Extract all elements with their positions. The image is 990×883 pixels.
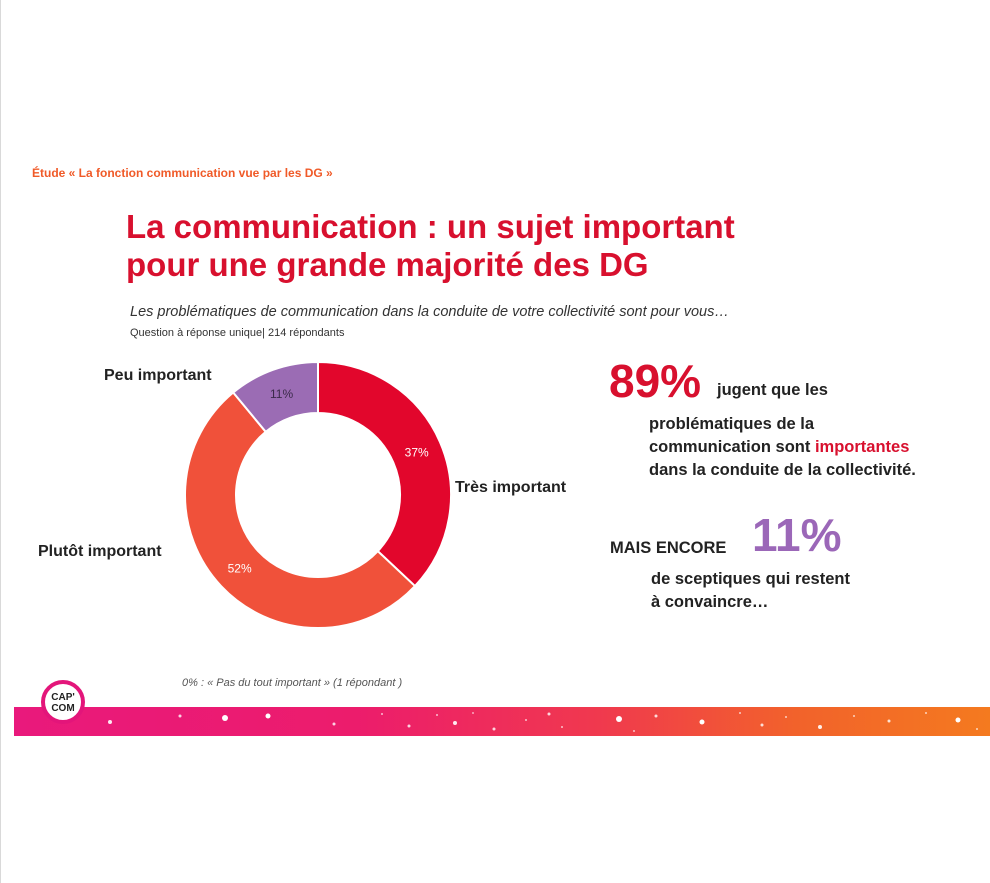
kpi-11-percent: 11%: [752, 509, 842, 561]
kpi1-line-3-start: communication sont: [649, 438, 815, 456]
study-eyebrow: Étude « La fonction communication vue pa…: [32, 166, 333, 180]
kpi1-text: problématiques de la communication sont …: [649, 413, 916, 482]
footer-gradient-band: [14, 707, 990, 736]
chart-footnote: 0% : « Pas du tout important » (1 répond…: [182, 677, 403, 689]
kpi2-line-2: à convaincre…: [651, 593, 769, 611]
donut-slice-0: [317, 360, 452, 588]
donut-value-label-1: 52%: [228, 562, 252, 576]
respondents-note: Question à réponse unique| 214 répondant…: [130, 327, 345, 339]
page-title: La communication : un sujet important po…: [126, 208, 735, 284]
kpi2-text: de sceptiques qui restent à convaincre…: [651, 568, 850, 614]
kpi1-line-2: problématiques de la: [649, 415, 815, 433]
kpi1-line-4: dans la conduite de la collectivité.: [649, 461, 916, 479]
capcom-logo: CAP' COM: [41, 680, 85, 724]
logo-text-com: COM: [51, 703, 75, 714]
donut-value-label-2: 11%: [270, 387, 293, 401]
label-tres-important: Très important: [455, 479, 567, 496]
donut-value-label-0: 37%: [405, 445, 429, 459]
title-line-2: pour une grande majorité des DG: [126, 246, 649, 283]
donut-slice-2: [231, 360, 319, 434]
kpi1-highlight: importantes: [814, 438, 910, 456]
kpi1-line-3: communication sont importantes: [649, 436, 916, 459]
kpi2-lead: MAIS ENCORE: [610, 539, 727, 557]
kpi1-line-1: jugent que les: [717, 381, 828, 399]
title-line-1: La communication : un sujet important: [126, 208, 735, 245]
band-sparkles: [108, 712, 978, 732]
kpi2-line-1: de sceptiques qui restent: [651, 570, 850, 588]
page-border: [0, 0, 1, 883]
survey-question: Les problématiques de communication dans…: [130, 304, 729, 320]
label-peu-important: Peu important: [104, 367, 212, 384]
kpi-89-percent: 89%: [609, 355, 702, 407]
donut-slice-1: [184, 391, 417, 629]
logo-text-cap: CAP': [51, 692, 75, 703]
label-plutot-important: Plutôt important: [38, 543, 162, 560]
